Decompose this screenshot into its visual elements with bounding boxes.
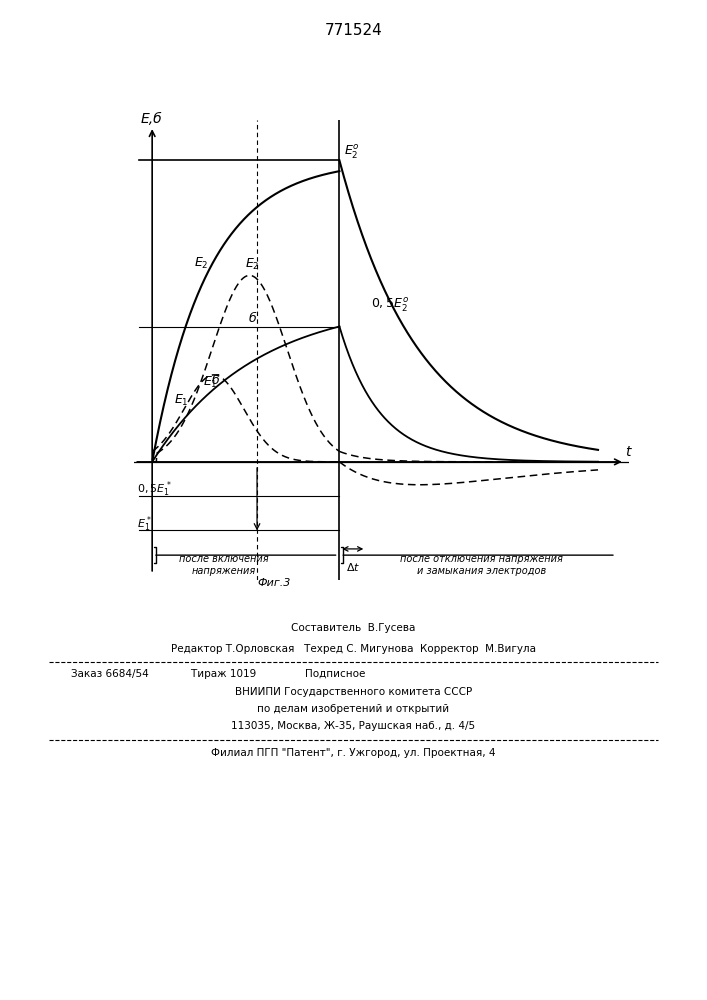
Text: по делам изобретений и открытий: по делам изобретений и открытий bbox=[257, 704, 450, 714]
Text: $E_1$: $E_1$ bbox=[174, 393, 189, 408]
Text: Фиг.3: Фиг.3 bbox=[257, 578, 291, 588]
Text: после отключения напряжения
и замыкания электродов: после отключения напряжения и замыкания … bbox=[400, 554, 563, 576]
Text: $E_2$: $E_2$ bbox=[245, 257, 260, 272]
Text: $0,5E_1^*$: $0,5E_1^*$ bbox=[136, 480, 171, 499]
Text: $E_1^*$: $E_1^*$ bbox=[136, 514, 151, 534]
Text: Филиал ПГП "Патент", г. Ужгород, ул. Проектная, 4: Филиал ПГП "Патент", г. Ужгород, ул. Про… bbox=[211, 748, 496, 758]
Text: 113035, Москва, Ж-35, Раушская наб., д. 4/5: 113035, Москва, Ж-35, Раушская наб., д. … bbox=[231, 721, 476, 731]
Text: Заказ 6684/54             Тираж 1019               Подписное: Заказ 6684/54 Тираж 1019 Подписное bbox=[71, 669, 365, 679]
Text: $E_1$: $E_1$ bbox=[203, 375, 218, 390]
Text: б: б bbox=[249, 312, 257, 325]
Text: ВНИИПИ Государственного комитета СССР: ВНИИПИ Государственного комитета СССР bbox=[235, 687, 472, 697]
Text: после включения
напряжения: после включения напряжения bbox=[178, 554, 268, 576]
Text: $0,5E_2^o$: $0,5E_2^o$ bbox=[370, 296, 409, 314]
Text: б: б bbox=[211, 374, 219, 387]
Text: $E_2^o$: $E_2^o$ bbox=[344, 144, 360, 161]
Text: t: t bbox=[625, 445, 630, 459]
Text: $\Delta t$: $\Delta t$ bbox=[346, 561, 360, 573]
Text: E,б: E,б bbox=[141, 112, 163, 126]
Text: $E_2$: $E_2$ bbox=[194, 256, 209, 271]
Text: 771524: 771524 bbox=[325, 23, 382, 38]
Text: Составитель  В.Гусева: Составитель В.Гусева bbox=[291, 623, 416, 633]
Text: Редактор Т.Орловская   Техред С. Мигунова  Корректор  М.Вигула: Редактор Т.Орловская Техред С. Мигунова … bbox=[171, 644, 536, 654]
